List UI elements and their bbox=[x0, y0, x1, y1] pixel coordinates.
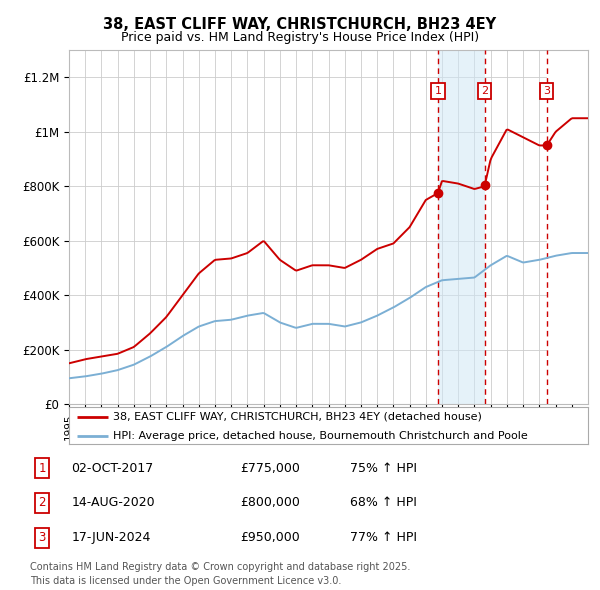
Bar bbox=[547, 50, 588, 404]
Text: HPI: Average price, detached house, Bournemouth Christchurch and Poole: HPI: Average price, detached house, Bour… bbox=[113, 431, 528, 441]
Text: £775,000: £775,000 bbox=[240, 461, 299, 474]
Text: 3: 3 bbox=[544, 86, 550, 96]
Bar bbox=[438, 50, 485, 404]
Text: Price paid vs. HM Land Registry's House Price Index (HPI): Price paid vs. HM Land Registry's House … bbox=[121, 31, 479, 44]
Text: 1: 1 bbox=[434, 86, 442, 96]
Text: 3: 3 bbox=[38, 532, 46, 545]
Text: 77% ↑ HPI: 77% ↑ HPI bbox=[350, 532, 417, 545]
Text: 38, EAST CLIFF WAY, CHRISTCHURCH, BH23 4EY: 38, EAST CLIFF WAY, CHRISTCHURCH, BH23 4… bbox=[103, 17, 497, 31]
Text: 38, EAST CLIFF WAY, CHRISTCHURCH, BH23 4EY (detached house): 38, EAST CLIFF WAY, CHRISTCHURCH, BH23 4… bbox=[113, 412, 482, 422]
Text: 2: 2 bbox=[481, 86, 488, 96]
Text: £800,000: £800,000 bbox=[240, 496, 299, 510]
Text: 75% ↑ HPI: 75% ↑ HPI bbox=[350, 461, 417, 474]
Text: Contains HM Land Registry data © Crown copyright and database right 2025.
This d: Contains HM Land Registry data © Crown c… bbox=[30, 562, 410, 586]
Text: 02-OCT-2017: 02-OCT-2017 bbox=[71, 461, 154, 474]
Text: £950,000: £950,000 bbox=[240, 532, 299, 545]
Text: 17-JUN-2024: 17-JUN-2024 bbox=[71, 532, 151, 545]
Text: 68% ↑ HPI: 68% ↑ HPI bbox=[350, 496, 417, 510]
Text: 14-AUG-2020: 14-AUG-2020 bbox=[71, 496, 155, 510]
Text: 2: 2 bbox=[38, 496, 46, 510]
Text: 1: 1 bbox=[38, 461, 46, 474]
